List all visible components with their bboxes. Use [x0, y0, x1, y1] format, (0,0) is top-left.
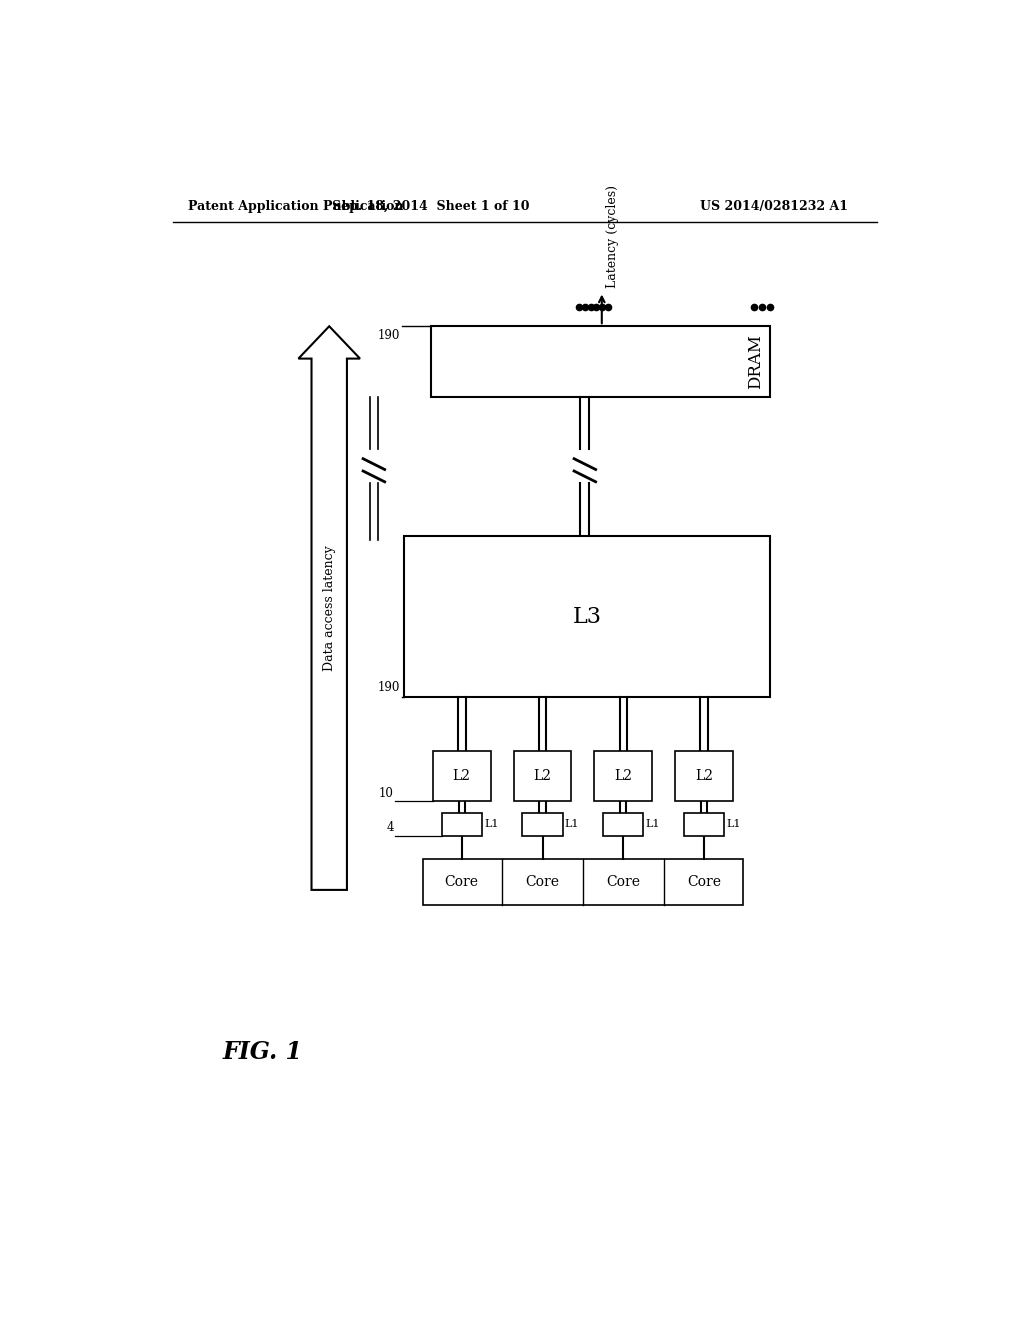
- Bar: [433, 751, 490, 801]
- Text: Sep. 18, 2014  Sheet 1 of 10: Sep. 18, 2014 Sheet 1 of 10: [332, 199, 529, 213]
- Text: 190: 190: [378, 681, 400, 694]
- Text: Core: Core: [687, 875, 721, 890]
- Text: L2: L2: [453, 770, 471, 783]
- Text: DRAM: DRAM: [748, 334, 764, 389]
- Text: L1: L1: [484, 820, 499, 829]
- Bar: [403, 536, 770, 697]
- Bar: [522, 813, 562, 836]
- Text: Patent Application Publication: Patent Application Publication: [188, 199, 403, 213]
- Bar: [595, 751, 652, 801]
- Text: L3: L3: [572, 606, 601, 627]
- Text: L1: L1: [646, 820, 660, 829]
- Bar: [676, 751, 733, 801]
- Text: 10: 10: [379, 787, 394, 800]
- Bar: [423, 859, 742, 906]
- Text: L2: L2: [534, 770, 552, 783]
- FancyArrow shape: [298, 326, 360, 890]
- Bar: [603, 813, 643, 836]
- Text: Data access latency: Data access latency: [323, 545, 336, 671]
- Text: FIG. 1: FIG. 1: [223, 1040, 303, 1064]
- Text: L2: L2: [695, 770, 713, 783]
- Bar: [684, 813, 724, 836]
- Text: US 2014/0281232 A1: US 2014/0281232 A1: [700, 199, 848, 213]
- Text: L1: L1: [565, 820, 580, 829]
- Bar: [431, 326, 770, 397]
- Text: Latency (cycles): Latency (cycles): [606, 185, 620, 288]
- Text: Core: Core: [525, 875, 559, 890]
- Text: Core: Core: [606, 875, 640, 890]
- Text: Core: Core: [444, 875, 478, 890]
- Bar: [441, 813, 481, 836]
- Bar: [514, 751, 571, 801]
- Text: 4: 4: [386, 821, 394, 834]
- Text: L2: L2: [614, 770, 633, 783]
- Text: L1: L1: [727, 820, 741, 829]
- Text: 190: 190: [378, 330, 400, 342]
